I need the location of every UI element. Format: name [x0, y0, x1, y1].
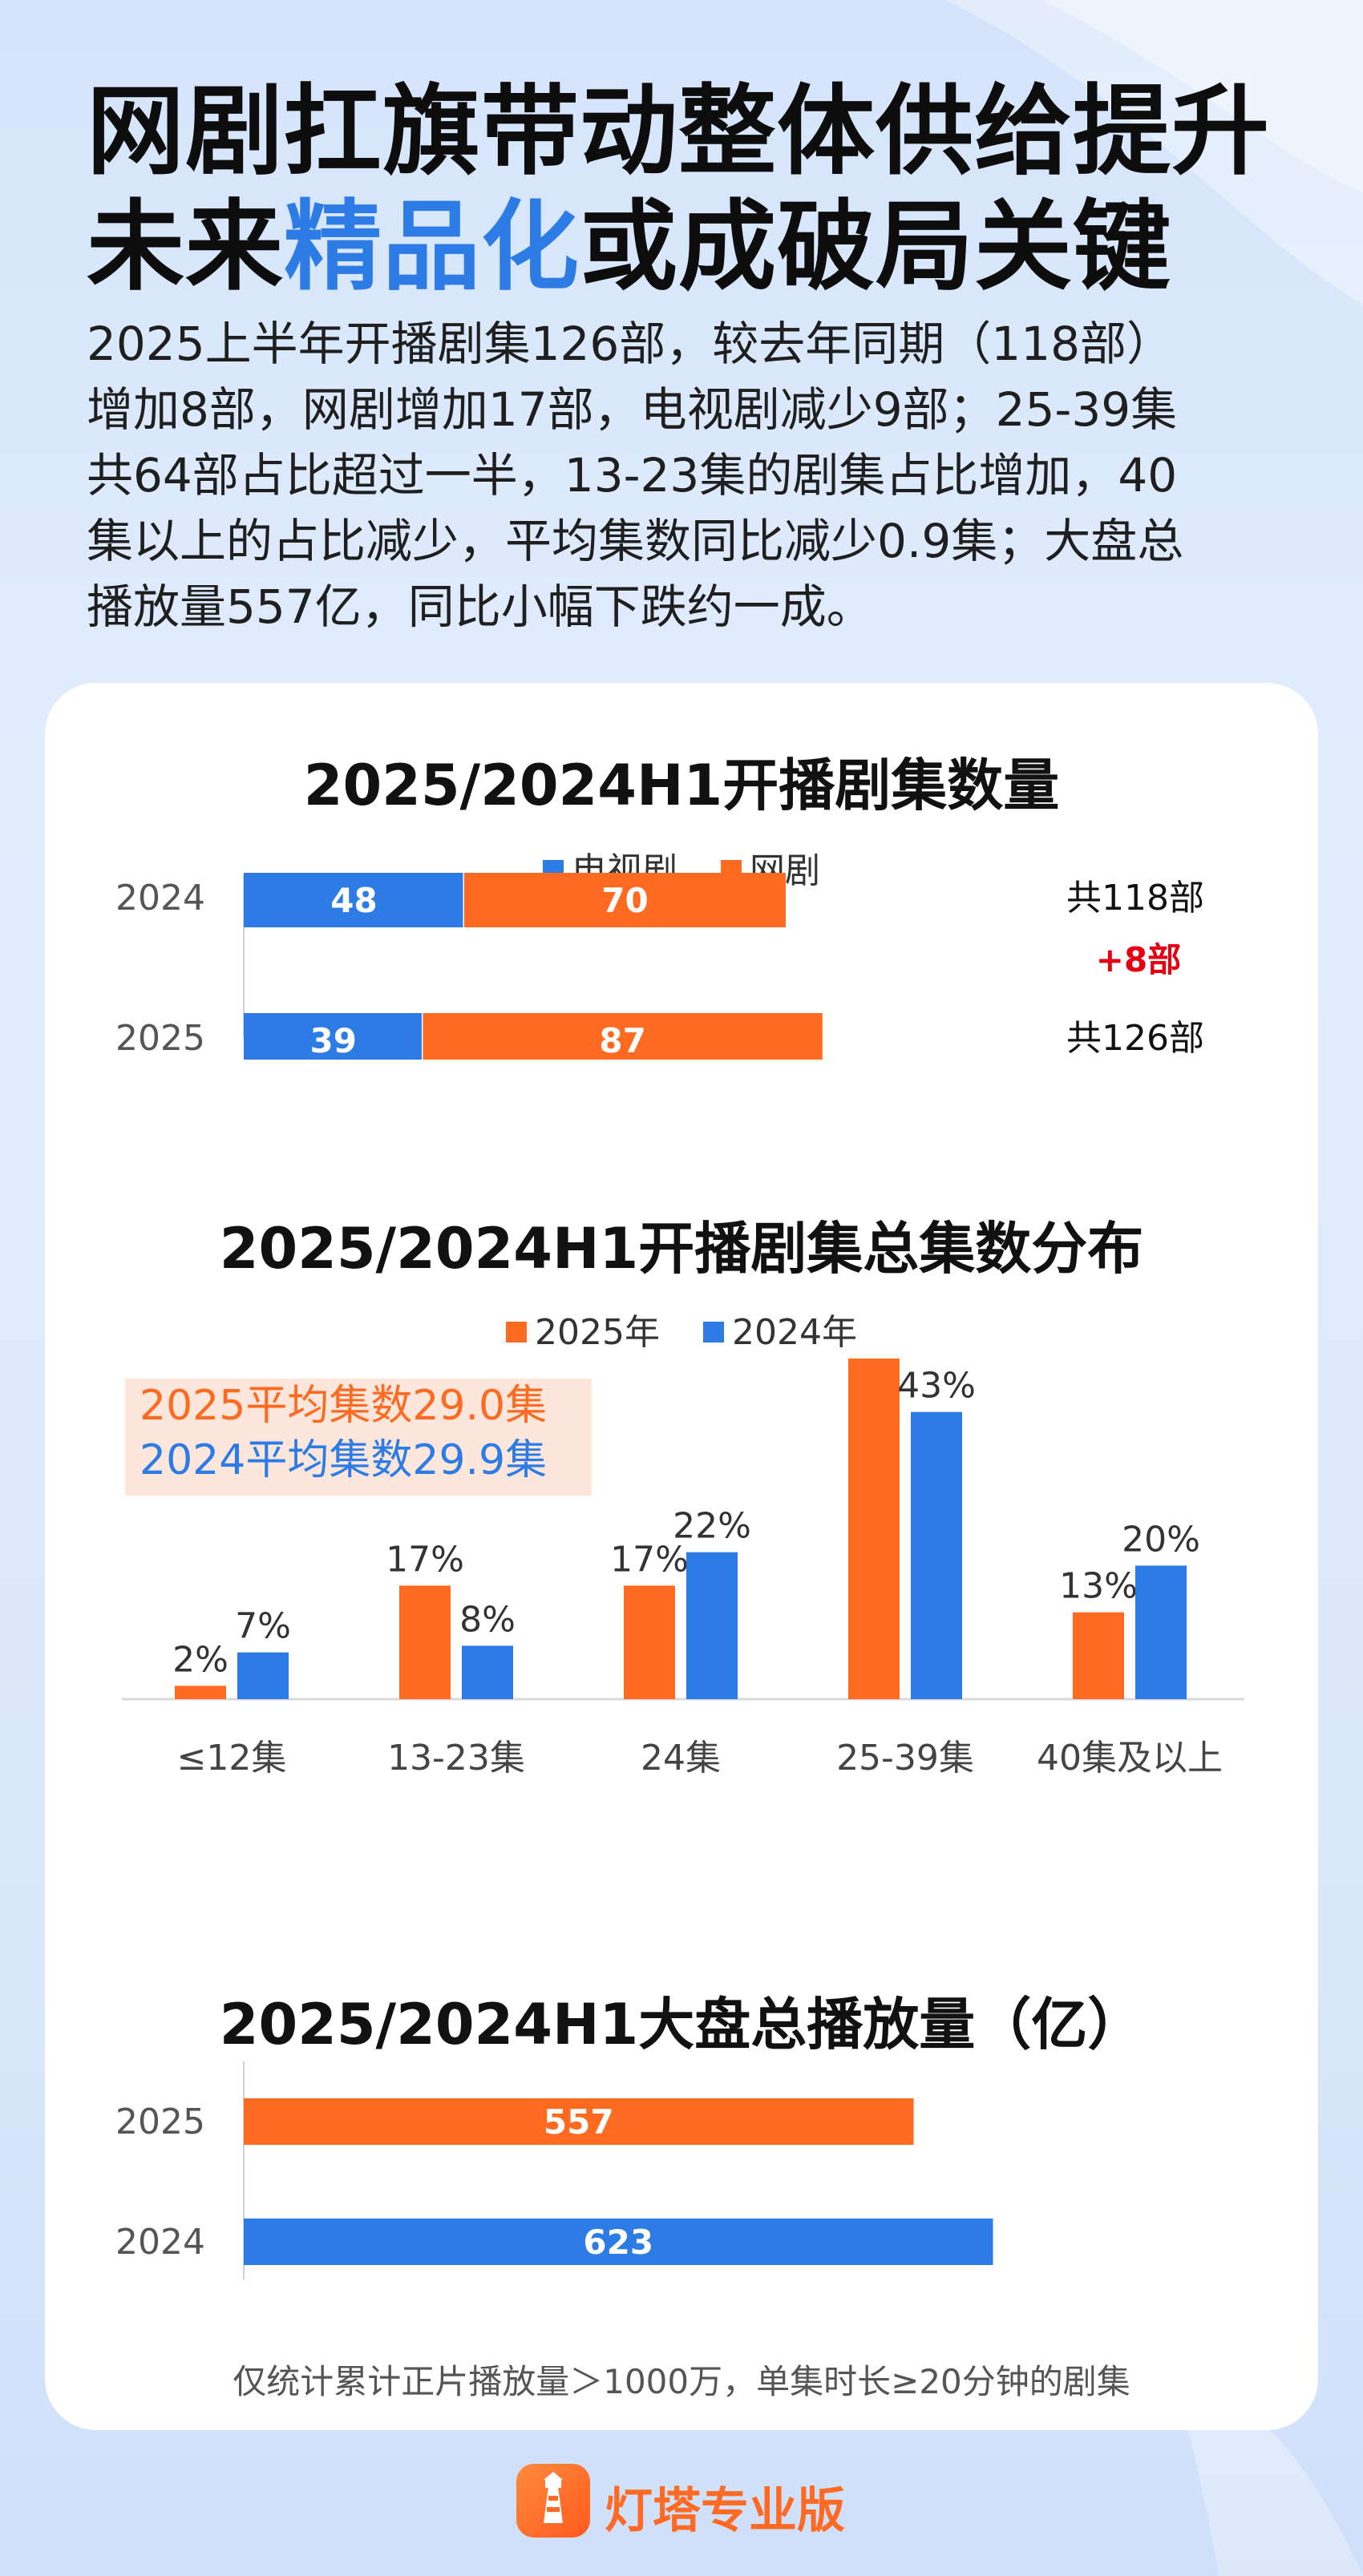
- bar: [244, 2098, 914, 2145]
- data-label: 2%: [172, 1639, 229, 1680]
- headline-highlight: 精品化: [284, 190, 580, 304]
- legend-item: 2025年: [506, 1303, 660, 1355]
- data-label: 70: [601, 881, 648, 920]
- data-label: 43%: [897, 1366, 976, 1407]
- data-label: 8%: [459, 1599, 516, 1640]
- chart3-svg: 2025 557 2024 623: [115, 2061, 993, 2279]
- intro-line: 集以上的占比减少，平均集数同比减少0.9集；大盘总: [87, 514, 1184, 568]
- bar-segment: [244, 873, 464, 927]
- chart1-title: 2025/2024H1开播剧集数量: [303, 753, 1060, 818]
- data-label: 51%: [835, 1348, 913, 1353]
- average-2025-label: 2025平均集数29.0集: [140, 1382, 548, 1430]
- bar: [462, 1645, 513, 1699]
- category-label: 2024: [115, 878, 205, 919]
- legend-label: 2025年: [535, 1312, 660, 1353]
- bar: [175, 1686, 226, 1699]
- bar: [244, 2219, 993, 2265]
- category-label: 2025: [115, 1018, 205, 1059]
- data-label: 17%: [386, 1539, 464, 1580]
- category-label: 25-39集: [836, 1738, 974, 1779]
- average-2024-label: 2024平均集数29.9集: [140, 1436, 548, 1484]
- chart3-title: 2025/2024H1大盘总播放量（亿）: [219, 1992, 1144, 2057]
- total-label: 共126部: [1066, 1018, 1204, 1059]
- headline-line-2: 未来精品化或成破局关键: [87, 189, 1270, 305]
- category-label: 2024: [115, 2222, 205, 2263]
- bar: [1135, 1565, 1187, 1699]
- data-label: 39: [309, 1021, 356, 1060]
- intro-paragraph: 2025上半年开播剧集126部，较去年同期（118部） 增加8部，网剧增加17部…: [87, 311, 1289, 640]
- chart1-svg: 2024 48 70 共118部 2025 39 87 共126部 +8部: [115, 873, 1204, 1060]
- lighthouse-icon: [516, 2464, 590, 2538]
- headline: 网剧扛旗带动整体供给提升 未来精品化或成破局关键: [87, 74, 1270, 305]
- headline-line-1: 网剧扛旗带动整体供给提升: [87, 75, 1270, 188]
- bar-segment: [423, 1013, 823, 1060]
- headline-line-2-pre: 未来: [87, 190, 284, 304]
- bar: [1073, 1612, 1124, 1699]
- bar: [848, 1359, 900, 1699]
- bar: [686, 1552, 738, 1699]
- intro-line: 播放量557亿，同比小幅下跌约一成。: [87, 579, 873, 634]
- category-label: 2025: [115, 2102, 205, 2142]
- legend-swatch: [703, 1322, 724, 1343]
- intro-line: 增加8部，网剧增加17部，电视剧减少9部；25-39集: [87, 382, 1178, 437]
- intro-line: 共64部占比超过一半，13-23集的剧集占比增加，40: [87, 448, 1178, 503]
- data-label: 48: [330, 881, 377, 920]
- average-episodes-box: 2025平均集数29.0集 2024平均集数29.9集: [125, 1379, 592, 1496]
- data-label: 623: [583, 2223, 653, 2262]
- bar-segment: [463, 873, 786, 927]
- chart2-svg: 2%7%≤12集17%8%13-23集17%22%24集51%43%25-39集…: [122, 1348, 1244, 1779]
- bar: [624, 1585, 675, 1699]
- chart2-legend: 2025年 2024年: [45, 1303, 1318, 1355]
- bar: [911, 1411, 962, 1699]
- data-label: 87: [599, 1021, 645, 1060]
- data-label: 13%: [1059, 1566, 1138, 1607]
- category-label: 24集: [641, 1738, 721, 1779]
- intro-line: 2025上半年开播剧集126部，较去年同期（118部）: [87, 317, 1174, 371]
- legend-swatch: [506, 1322, 528, 1343]
- data-label: 17%: [610, 1539, 689, 1580]
- bar: [237, 1652, 289, 1699]
- data-label: 20%: [1122, 1519, 1200, 1560]
- brand-name: 灯塔专业版: [605, 2483, 845, 2539]
- total-label: 共118部: [1066, 878, 1204, 919]
- category-label: 40集及以上: [1037, 1738, 1223, 1779]
- legend-item: 2024年: [703, 1303, 857, 1355]
- headline-line-2-post: 或成破局关键: [580, 190, 1171, 304]
- difference-label: +8部: [1096, 940, 1181, 979]
- chart-card: 2025/2024H1开播剧集数量 电视剧 网剧 2024 48 70 共118部 20…: [45, 683, 1318, 2430]
- legend-label: 2024年: [732, 1312, 857, 1353]
- chart2-title: 2025/2024H1开播剧集总集数分布: [219, 1216, 1144, 1282]
- category-label: ≤12集: [177, 1738, 287, 1779]
- bar: [399, 1585, 451, 1699]
- data-label: 7%: [235, 1606, 291, 1647]
- footnote: 仅统计累计正片播放量＞1000万，单集时长≥20分钟的剧集: [233, 2362, 1130, 2401]
- data-label: 557: [544, 2102, 614, 2142]
- bar-segment: [244, 1013, 423, 1060]
- category-label: 13-23集: [387, 1738, 525, 1779]
- data-label: 22%: [673, 1506, 751, 1547]
